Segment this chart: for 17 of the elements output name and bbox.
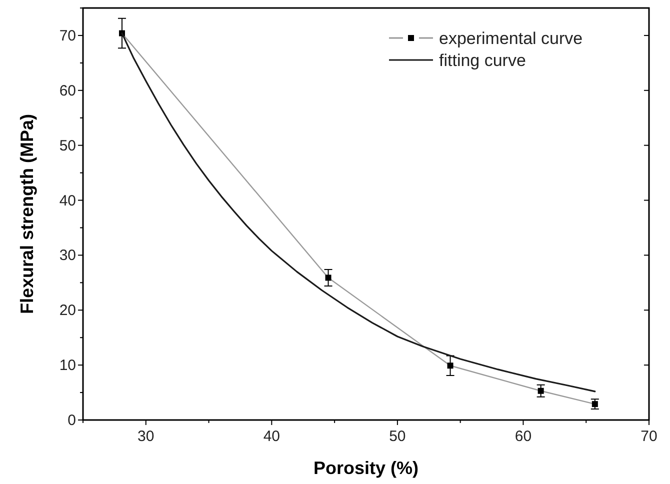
- legend-label: experimental curve: [439, 29, 583, 48]
- y-axis-title: Flexural strength (MPa): [17, 114, 37, 314]
- y-tick-label: 30: [59, 247, 76, 264]
- x-tick-label: 70: [640, 428, 658, 445]
- y-tick-label: 60: [59, 82, 76, 100]
- y-tick-label: 50: [59, 137, 76, 154]
- legend-label: fitting curve: [439, 51, 526, 70]
- y-tick-label: 20: [59, 302, 76, 320]
- x-axis-title: Porosity (%): [313, 458, 419, 478]
- x-tick-label: 60: [514, 428, 532, 445]
- x-tick-label: 50: [389, 428, 406, 445]
- y-tick-label: 10: [59, 357, 76, 374]
- y-tick-label: 70: [59, 27, 76, 44]
- x-tick-label: 40: [263, 428, 280, 445]
- x-tick-label: 30: [138, 428, 154, 445]
- y-tick-label: 40: [59, 192, 76, 210]
- y-tick-label: 0: [68, 412, 76, 429]
